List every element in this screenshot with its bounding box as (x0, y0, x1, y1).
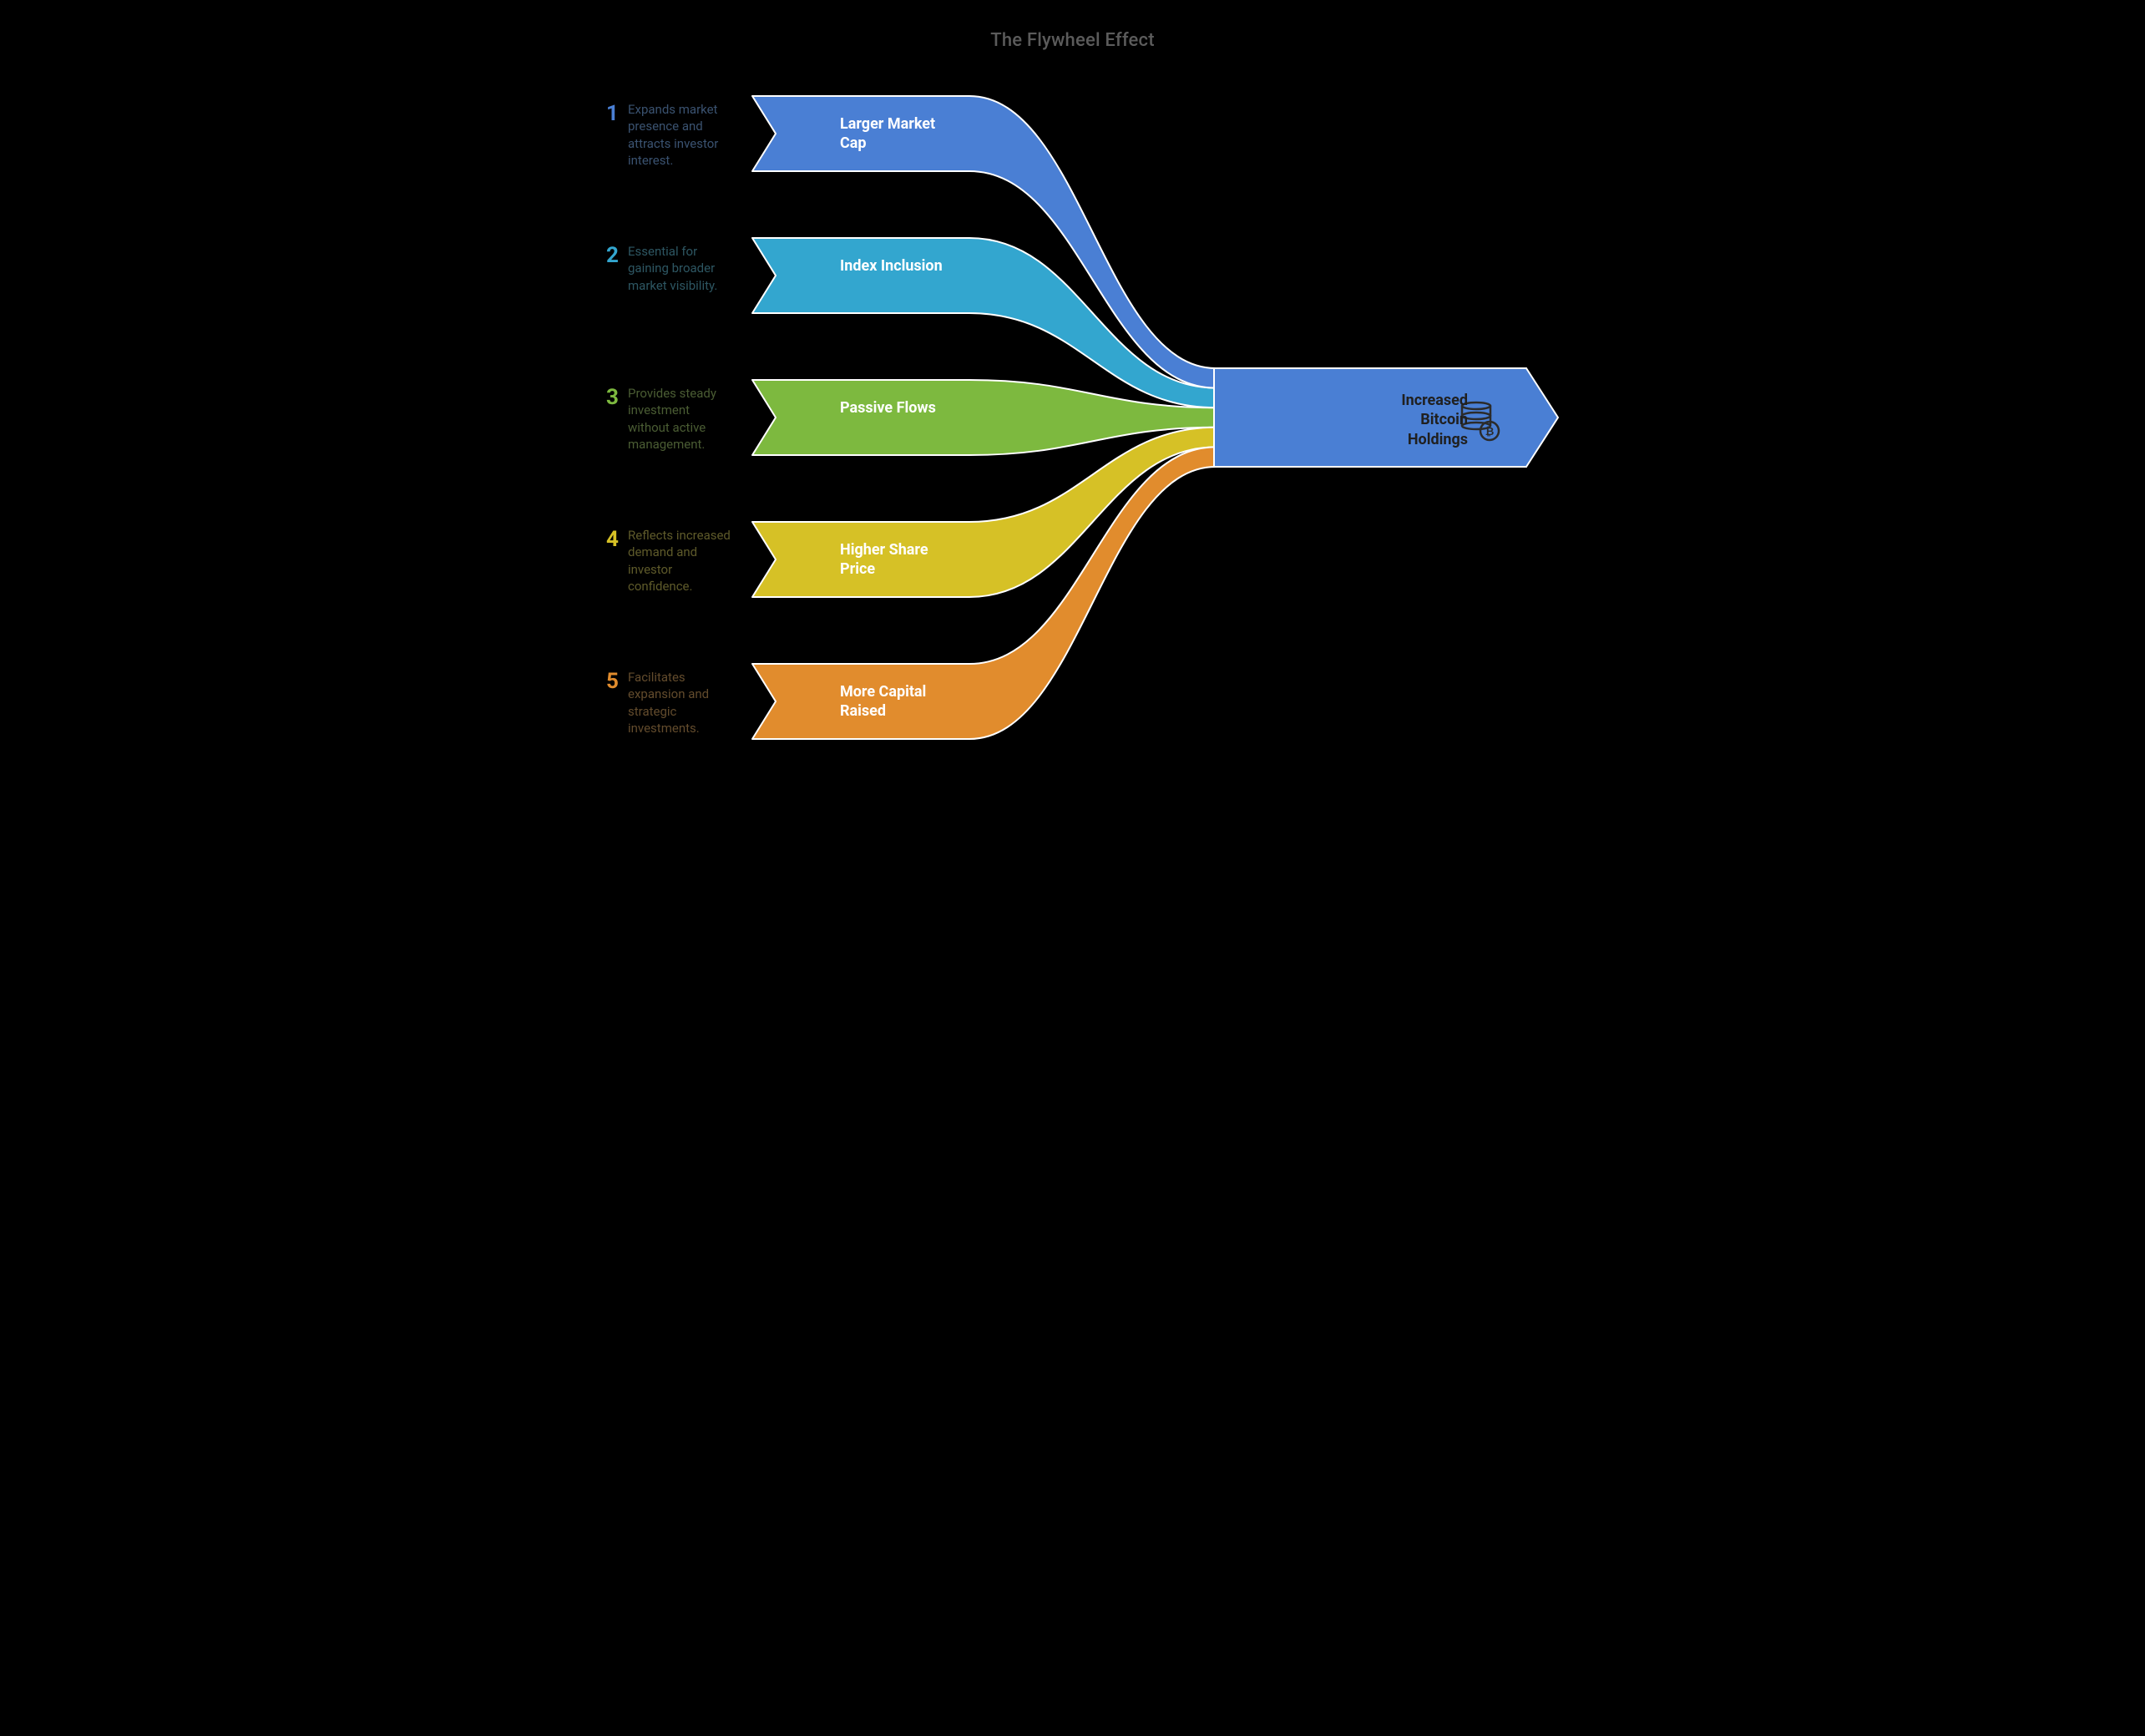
legend-item-4: 4Reflects increased demand and investor … (606, 527, 740, 595)
legend-item-3: 3Provides steady investment without acti… (606, 385, 740, 453)
legend-number: 5 (606, 669, 628, 694)
legend-description: Facilitates expansion and strategic inve… (628, 669, 733, 736)
legend-number: 3 (606, 385, 628, 410)
flow-label-4: Higher Share Price (840, 541, 965, 579)
legend-description: Essential for gaining broader market vis… (628, 243, 733, 294)
legend-number: 2 (606, 243, 628, 268)
legend-number: 4 (606, 527, 628, 552)
flow-label-2: Index Inclusion (840, 257, 965, 276)
flywheel-diagram: The Flywheel Effect ₿ 1Expands market pr… (564, 0, 1581, 822)
flow-label-5: More Capital Raised (840, 683, 965, 721)
outcome-label: Increased Bitcoin Holdings (1376, 391, 1468, 449)
flow-label-1: Larger Market Cap (840, 115, 965, 153)
legend-description: Reflects increased demand and investor c… (628, 527, 733, 595)
legend-item-1: 1Expands market presence and attracts in… (606, 101, 740, 169)
flow-label-3: Passive Flows (840, 399, 965, 418)
legend-description: Expands market presence and attracts inv… (628, 101, 733, 169)
svg-text:₿: ₿ (1485, 426, 1495, 438)
legend-item-5: 5Facilitates expansion and strategic inv… (606, 669, 740, 736)
legend-item-2: 2Essential for gaining broader market vi… (606, 243, 740, 294)
legend-description: Provides steady investment without activ… (628, 385, 733, 453)
legend-number: 1 (606, 101, 628, 126)
